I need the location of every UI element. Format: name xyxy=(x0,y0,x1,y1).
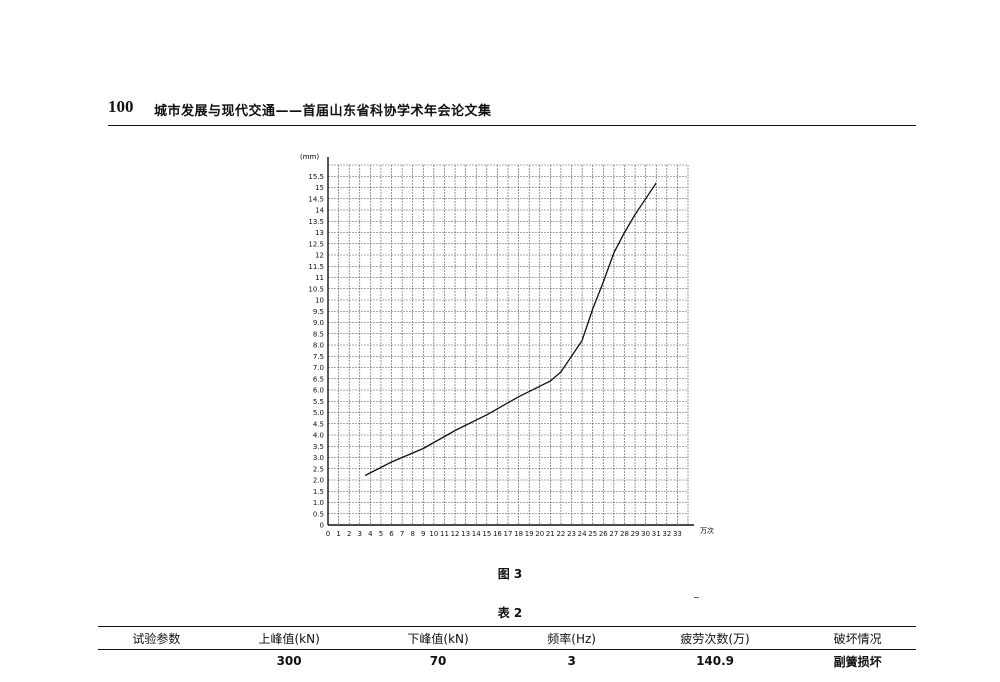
column-header: 上峰值(kN) xyxy=(214,626,364,650)
grid-lines xyxy=(328,164,689,525)
x-tick-label: 2 xyxy=(347,530,351,538)
y-tick-label: 11.5 xyxy=(308,263,324,271)
scan-artifact xyxy=(694,597,699,598)
table-cell: 300 xyxy=(276,654,302,668)
chart-svg: 0 1 2 3 4 5 6 7 8 9 10 11 12 13 14 15 16 17 18 19 20 21 22 23 24… xyxy=(300,153,714,538)
y-tick-label: 4.5 xyxy=(313,420,324,428)
column-header: 试验参数 xyxy=(98,626,215,650)
y-tick-label: 8.5 xyxy=(313,330,324,338)
series-lines xyxy=(364,182,657,477)
y-axis-label: (mm) xyxy=(300,153,319,161)
y-tick-label: 3.0 xyxy=(313,454,324,462)
tick-labels: 0 1 2 3 4 5 6 7 8 9 10 11 12 13 14 15 16 17 18 19 20 21 22 23 24… xyxy=(308,173,681,538)
table-cell xyxy=(98,650,215,673)
x-tick-label: 26 xyxy=(599,530,608,538)
x-tick-label: 28 xyxy=(620,530,629,538)
y-tick-label: 10 xyxy=(315,297,324,305)
table-body: 300 70 3 140.9 副簧损坏 xyxy=(98,650,916,673)
y-tick-label: 6.0 xyxy=(313,387,324,395)
x-tick-label: 23 xyxy=(567,530,576,538)
table-cell: 副簧损坏 xyxy=(833,654,882,669)
running-title: 城市发展与现代交通——首届山东省科协学术年会论文集 xyxy=(154,104,492,119)
y-tick-label: 3.5 xyxy=(313,443,324,451)
x-tick-label: 33 xyxy=(673,530,682,538)
x-tick-label: 27 xyxy=(609,530,618,538)
column-header: 疲劳次数(万) xyxy=(630,626,800,650)
y-tick-label: 6.5 xyxy=(313,375,324,383)
x-tick-label: 19 xyxy=(525,530,534,538)
x-tick-label: 29 xyxy=(631,530,640,538)
deflection-curve xyxy=(364,182,657,477)
x-tick-label: 0 xyxy=(326,530,330,538)
y-tick-label: 12.5 xyxy=(308,240,324,248)
y-tick-label: 11 xyxy=(315,274,324,282)
page-number: 100 xyxy=(108,97,134,116)
y-tick-label: 1.5 xyxy=(313,488,324,496)
y-tick-label: 13 xyxy=(315,229,324,237)
x-tick-label: 17 xyxy=(504,530,513,538)
x-tick-label: 20 xyxy=(535,530,544,538)
y-tick-label: 5.5 xyxy=(313,398,324,406)
y-tick-label: 2.5 xyxy=(313,465,324,473)
y-tick-label: 1.0 xyxy=(313,499,324,507)
figure-caption: 图 3 xyxy=(497,567,523,581)
column-header: 下峰值(kN) xyxy=(363,626,513,650)
test-results-table: 试验参数 上峰值(kN) 下峰值(kN) 频率(Hz) 疲劳次数(万) 破坏情况 300 7… xyxy=(98,626,916,672)
y-tick-label: 4.0 xyxy=(313,432,324,440)
y-tick-label: 15.5 xyxy=(308,173,324,181)
x-tick-label: 18 xyxy=(514,530,523,538)
figure-3-chart: 0 1 2 3 4 5 6 7 8 9 10 11 12 13 14 15 16 17 18 19 20 21 22 23 24… xyxy=(280,145,740,555)
x-tick-label: 31 xyxy=(652,530,661,538)
x-tick-label: 10 xyxy=(429,530,438,538)
x-tick-label: 7 xyxy=(400,530,404,538)
x-tick-label: 13 xyxy=(461,530,470,538)
x-tick-label: 16 xyxy=(493,530,502,538)
column-header: 破坏情况 xyxy=(799,626,916,650)
y-tick-label: 8.0 xyxy=(313,342,324,350)
x-tick-label: 15 xyxy=(482,530,491,538)
x-tick-label: 24 xyxy=(578,530,587,538)
x-tick-label: 6 xyxy=(389,530,394,538)
y-tick-label: 7.5 xyxy=(313,353,324,361)
table-header-row: 试验参数 上峰值(kN) 下峰值(kN) 频率(Hz) 疲劳次数(万) 破坏情况 xyxy=(98,626,916,650)
x-tick-label: 8 xyxy=(410,530,414,538)
x-tick-label: 25 xyxy=(588,530,597,538)
x-tick-label: 11 xyxy=(440,530,449,538)
y-tick-label: 7.0 xyxy=(313,364,324,372)
y-tick-label: 14 xyxy=(315,207,324,215)
x-tick-label: 9 xyxy=(421,530,425,538)
table-row: 300 70 3 140.9 副簧损坏 xyxy=(98,650,916,673)
x-axis-label: 万次 xyxy=(700,526,714,535)
table-cell: 70 xyxy=(429,654,447,668)
x-tick-label: 32 xyxy=(662,530,671,538)
y-tick-label: 2.0 xyxy=(313,477,324,485)
x-tick-label: 21 xyxy=(546,530,555,538)
x-tick-label: 4 xyxy=(368,530,373,538)
axes xyxy=(327,157,694,526)
page-header: 100 城市发展与现代交通——首届山东省科协学术年会论文集 xyxy=(108,95,916,126)
x-tick-label: 5 xyxy=(379,530,383,538)
y-tick-label: 0 xyxy=(320,522,324,530)
y-tick-label: 0.5 xyxy=(313,510,324,518)
y-tick-label: 9.0 xyxy=(313,319,324,327)
x-tick-label: 12 xyxy=(451,530,460,538)
y-tick-label: 14.5 xyxy=(308,195,324,203)
y-tick-label: 13.5 xyxy=(308,218,324,226)
table-cell: 3 xyxy=(567,654,576,668)
y-tick-label: 9.5 xyxy=(313,308,324,316)
y-tick-label: 10.5 xyxy=(308,285,324,293)
x-tick-label: 22 xyxy=(556,530,565,538)
x-tick-label: 1 xyxy=(336,530,340,538)
x-tick-label: 3 xyxy=(358,530,362,538)
table-cell: 140.9 xyxy=(696,654,735,668)
x-tick-label: 30 xyxy=(641,530,650,538)
y-tick-label: 12 xyxy=(315,252,324,260)
column-header: 频率(Hz) xyxy=(512,626,631,650)
x-tick-label: 14 xyxy=(472,530,481,538)
y-tick-label: 15 xyxy=(315,184,324,192)
y-tick-label: 5.0 xyxy=(313,409,324,417)
table-caption: 表 2 xyxy=(497,606,523,620)
